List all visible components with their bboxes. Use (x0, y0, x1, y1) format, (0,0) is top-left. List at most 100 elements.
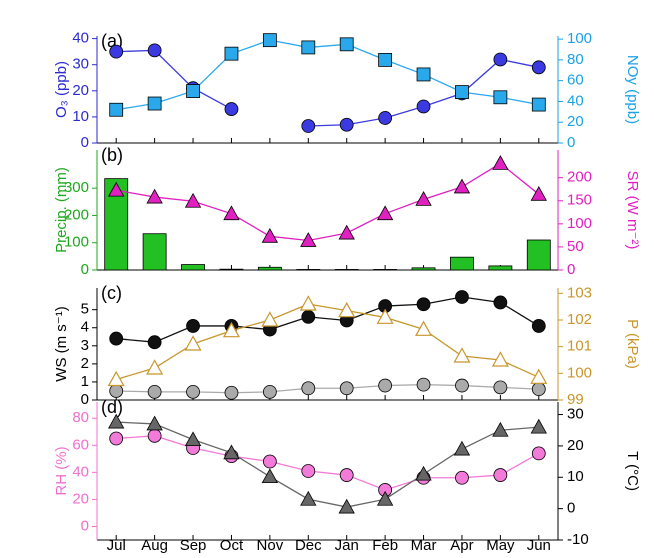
y-axis-title: WS (m s⁻¹) (53, 306, 70, 381)
y-tick-label: 100 (64, 234, 89, 251)
bar (257, 266, 282, 271)
y2-tick-label: 101 (567, 338, 592, 355)
x-tick-label: Sep (180, 537, 207, 553)
marker (338, 224, 355, 240)
marker (109, 44, 124, 59)
y-tick-label: 20 (72, 490, 89, 507)
y-tick-label: 4 (81, 319, 89, 336)
bar (142, 233, 167, 271)
y2-tick-label: 103 (567, 284, 592, 301)
x-tick-label: Jul (107, 537, 126, 553)
marker (301, 310, 316, 324)
marker (416, 377, 431, 392)
y-axis-title: Precip. (mm) (53, 167, 70, 253)
y2-tick-label: 80 (567, 51, 584, 68)
y-tick-label: 20 (72, 82, 89, 99)
marker (415, 320, 433, 336)
series-line (116, 162, 540, 242)
y-tick-label: 60 (72, 436, 89, 453)
marker (301, 381, 316, 396)
bar (488, 265, 513, 271)
y2-tick-label: 200 (567, 169, 592, 186)
marker (416, 99, 431, 114)
marker (262, 384, 277, 399)
marker (416, 67, 431, 82)
marker (223, 444, 240, 460)
y-tick-label: 40 (72, 30, 89, 47)
marker (453, 347, 471, 363)
y-tick-label: 5 (81, 301, 89, 318)
marker (376, 308, 394, 324)
marker (493, 468, 508, 482)
bar (104, 178, 129, 271)
x-tick-label: May (486, 537, 515, 553)
marker (261, 227, 279, 243)
marker (223, 205, 240, 221)
series-line (116, 435, 540, 491)
panel-label: (c) (101, 283, 122, 303)
bar (296, 269, 321, 271)
y2-tick-label: 150 (567, 192, 592, 209)
marker (109, 331, 124, 346)
y2-axis-title: T (°C) (624, 451, 641, 491)
plot-frame (97, 402, 558, 540)
marker (186, 384, 200, 399)
marker (493, 90, 508, 105)
x-tick-label: Jan (335, 537, 359, 553)
marker (455, 378, 469, 393)
marker (147, 384, 162, 399)
marker (530, 418, 547, 434)
bar (411, 267, 436, 271)
marker (109, 384, 124, 398)
marker (184, 335, 202, 351)
x-tick-label: Jun (527, 537, 551, 553)
y2-axis-title: NOy (ppb) (624, 55, 641, 124)
panel-label: (b) (101, 145, 123, 165)
bar (450, 256, 474, 271)
marker (301, 40, 316, 55)
marker (416, 297, 431, 312)
x-tick-label: Aug (141, 537, 168, 553)
marker (492, 155, 509, 170)
marker (107, 370, 125, 387)
y-tick-label: 0 (81, 261, 89, 278)
marker (492, 421, 509, 437)
marker (530, 185, 547, 201)
marker (378, 378, 393, 393)
x-tick-label: Mar (411, 537, 437, 553)
marker (531, 60, 546, 75)
marker (147, 335, 162, 350)
marker (531, 382, 546, 397)
x-tick-label: Nov (257, 537, 284, 553)
y-tick-label: 80 (72, 409, 89, 426)
y2-tick-label: -10 (567, 531, 589, 548)
marker (109, 102, 124, 117)
y-axis-title: RH (%) (53, 446, 70, 495)
bar (219, 268, 244, 271)
marker (147, 43, 162, 58)
y2-tick-label: 100 (567, 364, 592, 381)
marker (224, 102, 239, 116)
bar (334, 269, 359, 271)
y2-axis-title: P (kPa) (624, 319, 641, 369)
y2-tick-label: 60 (567, 72, 584, 89)
y2-tick-label: 0 (567, 134, 575, 151)
marker (338, 498, 355, 514)
marker (453, 178, 471, 194)
marker (339, 37, 354, 52)
marker (108, 413, 125, 429)
marker (224, 385, 239, 400)
y2-tick-label: 30 (567, 406, 584, 423)
marker (339, 468, 354, 482)
marker (147, 96, 162, 111)
y2-tick-label: 102 (567, 311, 592, 328)
marker (493, 52, 508, 67)
y-tick-label: 300 (64, 179, 89, 196)
y-tick-label: 0 (81, 134, 89, 151)
marker (301, 119, 316, 133)
y2-tick-label: 0 (567, 500, 575, 517)
marker (338, 301, 356, 318)
x-tick-label: Feb (372, 537, 398, 553)
y-axis-title: O₃ (ppb) (53, 61, 70, 118)
